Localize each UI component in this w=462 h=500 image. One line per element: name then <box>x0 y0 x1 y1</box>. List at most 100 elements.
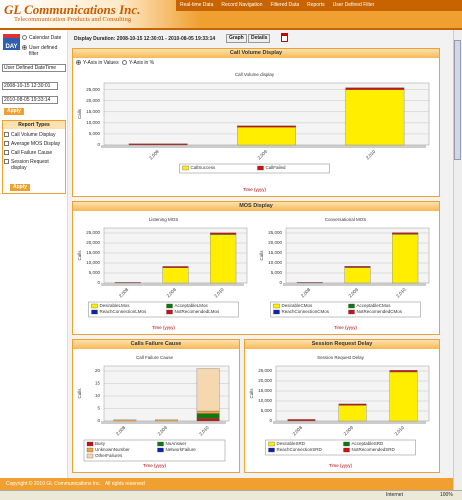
legend-swatch <box>86 441 94 447</box>
y-tick-label: 10,000 <box>86 120 100 125</box>
checkbox[interactable] <box>4 159 9 164</box>
legend-label: ReachConnectionSRD <box>277 447 323 452</box>
x-axis-label: Time (yyyy) <box>334 325 358 330</box>
legend-swatch <box>268 447 275 453</box>
bar-segment <box>392 234 419 284</box>
y-axis-label: Calls <box>259 250 264 261</box>
toolbar-button[interactable]: Details <box>248 34 271 43</box>
x-tick-label: 2,010 <box>394 425 406 437</box>
plot-floor <box>101 421 226 424</box>
apply-button[interactable]: Apply <box>4 108 24 115</box>
footer: Copyright © 2010 GL Communications Inc. … <box>0 478 453 490</box>
nav-item[interactable]: Real-time Data <box>180 2 214 8</box>
nav-item[interactable]: User Defined Filter <box>332 2 375 8</box>
x-tick-label: 2,008 <box>148 149 160 161</box>
radio[interactable] <box>22 35 27 40</box>
pdf-icon[interactable] <box>281 33 288 42</box>
y-tick-label: 0 <box>97 280 100 285</box>
nav-bar <box>176 0 462 11</box>
y-tick-label: 20,000 <box>258 378 272 383</box>
x-tick-label: 2,009 <box>348 287 360 299</box>
bar-segment <box>344 266 371 268</box>
duration: Display Duration: 2008-10-15 12:30:01 - … <box>74 36 216 42</box>
x-tick-label: 2,008 <box>292 425 304 437</box>
bar-segment <box>345 87 405 90</box>
chart: Listening MOS 0 5,000 10,000 15,000 20,000 25,… <box>77 217 248 330</box>
checkbox-label: Session Request display <box>11 159 49 171</box>
legend-frame <box>88 301 239 318</box>
x-axis-label: Time (yyyy) <box>243 187 267 192</box>
x-tick-label: 2,009 <box>257 149 269 161</box>
legend-swatch <box>86 453 94 459</box>
scrollbar[interactable] <box>453 30 462 490</box>
legend-swatch <box>273 309 280 315</box>
chart-title: Listening MOS <box>149 217 179 222</box>
x-tick-label: 2,010 <box>213 287 225 299</box>
y-axis-label: Calls <box>77 108 82 119</box>
x-tick-label: 2,009 <box>343 425 355 437</box>
nav-item[interactable]: Record Navigation <box>221 2 263 8</box>
panel-title: Session Request Delay <box>245 340 439 349</box>
x-tick-label: 2,009 <box>166 287 178 299</box>
bar-segment <box>338 403 367 406</box>
tagline: Telecommunication Products and Consultin… <box>14 16 132 23</box>
x-tick-label: 2,008 <box>115 425 127 437</box>
legend-swatch <box>166 303 173 309</box>
y-tick-label: 5,000 <box>261 408 273 413</box>
x-axis-label: Time (yyyy) <box>329 463 353 468</box>
y-tick-label: 0 <box>269 418 272 423</box>
y-axis-label: Calls <box>249 388 254 399</box>
nav-item[interactable]: Reports <box>307 2 325 8</box>
bar-segment <box>237 127 296 146</box>
legend-swatch <box>157 441 164 447</box>
legend-swatch <box>273 303 280 309</box>
bar-segment <box>196 410 220 414</box>
bar-segment <box>389 370 418 372</box>
bar-segment <box>392 232 419 235</box>
checkbox[interactable] <box>4 150 9 155</box>
calendar-icon: DAY <box>3 34 20 50</box>
y-axis-label: Calls <box>77 250 82 261</box>
y-tick-label: 20 <box>95 368 101 373</box>
radio[interactable] <box>76 60 81 65</box>
y-tick-label: 10 <box>95 393 101 398</box>
scroll-thumb[interactable] <box>454 40 461 160</box>
apply-button[interactable]: Apply <box>10 184 30 191</box>
panel-title: Calls Failure Cause <box>73 340 239 349</box>
y-tick-label: 0 <box>97 418 100 423</box>
chart: Call Volume display 0 5,000 10,000 15,000 20,… <box>77 72 430 192</box>
chart-title: Call Failure Cause <box>136 355 174 360</box>
x-tick-label: 2,008 <box>300 287 312 299</box>
legend-swatch <box>91 303 98 309</box>
checkbox[interactable] <box>4 141 9 146</box>
input[interactable]: 2010-08-05 19:33:14 <box>2 96 58 104</box>
bar-segment <box>389 371 418 422</box>
nav-item[interactable]: Filtered Data <box>270 2 300 8</box>
bar-segment <box>162 267 189 284</box>
input[interactable]: 2008-10-15 12:30:01 <box>2 82 58 90</box>
chart-title: Conversational MOS <box>325 217 367 222</box>
bar-segment <box>196 418 220 422</box>
radio[interactable] <box>22 45 27 50</box>
checkbox-label: Average MOS Display <box>11 141 61 147</box>
y-tick-label: 10,000 <box>258 398 272 403</box>
status-zoom[interactable]: 100% <box>440 492 453 498</box>
checkbox[interactable] <box>4 132 9 137</box>
y-tick-label: 5,000 <box>271 270 283 275</box>
bar-segment <box>162 266 189 268</box>
radio-label: Y-Axis in Values <box>83 60 119 66</box>
x-tick-label: 2,008 <box>118 287 130 299</box>
panel-title: MOS Display <box>73 202 439 211</box>
radio[interactable] <box>122 60 127 65</box>
status-bar <box>0 490 462 500</box>
legend-frame <box>179 163 330 174</box>
y-tick-label: 0 <box>97 142 100 147</box>
legend-label: OtherFailures <box>95 453 123 458</box>
select[interactable]: User Defined DateTime <box>2 64 66 72</box>
bar-segment <box>210 232 237 235</box>
legend-label: DesirableLMos <box>100 303 131 308</box>
x-tick-label: 2,010 <box>395 287 407 299</box>
bar-segment <box>237 125 296 128</box>
toolbar-button[interactable]: Graph <box>226 34 247 43</box>
legend-frame <box>270 301 421 318</box>
